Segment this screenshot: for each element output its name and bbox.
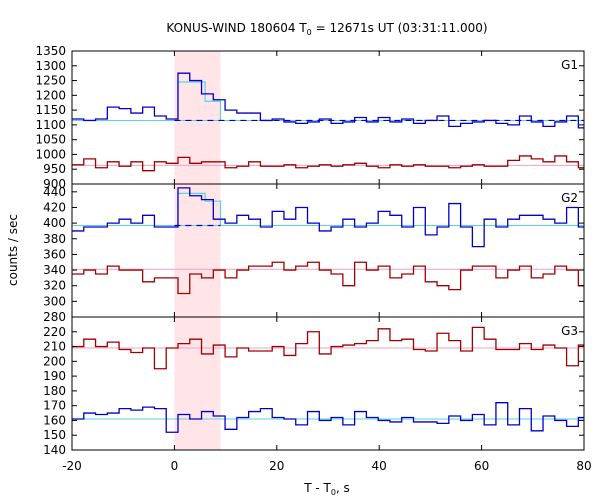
y-tick-label: 1350 [35, 44, 66, 58]
y-tick-label: 950 [43, 162, 66, 176]
y-tick-label: 210 [43, 340, 66, 354]
y-tick-label: 420 [43, 200, 66, 214]
y-tick-label: 220 [43, 325, 66, 339]
series-lower [72, 402, 584, 433]
x-tick-label: 80 [576, 459, 591, 473]
plot-area [72, 72, 584, 172]
y-tick-label: 1150 [35, 103, 66, 117]
y-tick-label: 190 [43, 369, 66, 383]
y-tick-label: 1200 [35, 88, 66, 102]
y-tick-label: 150 [43, 428, 66, 442]
y-tick-label: 340 [43, 263, 66, 277]
panel-label: G3 [561, 324, 578, 338]
y-tick-label: 440 [43, 185, 66, 199]
y-tick-label: 160 [43, 413, 66, 427]
y-axis-label: counts / sec [6, 214, 20, 286]
x-tick-label: 0 [171, 459, 179, 473]
y-tick-label: 900 [43, 177, 66, 191]
series-upper [72, 72, 584, 129]
chart-title: KONUS-WIND 180604 T0 = 12671s UT (03:31:… [166, 21, 487, 37]
panel-frame [71, 183, 585, 318]
y-tick-label: 1100 [35, 118, 66, 132]
y-tick-label: 1250 [35, 74, 66, 88]
y-tick-label: 380 [43, 232, 66, 246]
series-lower [72, 155, 584, 172]
y-tick-label: 200 [43, 354, 66, 368]
panel-label: G1 [561, 58, 578, 72]
y-tick-label: 170 [43, 399, 66, 413]
y-tick-label: 360 [43, 247, 66, 261]
series-lower [72, 261, 584, 295]
panel-label: G2 [561, 191, 578, 205]
series-upper [72, 187, 584, 248]
x-axis-label: T - T0, s [303, 481, 350, 497]
highlight-interval [174, 51, 221, 450]
plot-area [72, 326, 584, 433]
y-tick-label: 1050 [35, 133, 66, 147]
panel-frame [71, 316, 585, 451]
y-tick-label: 280 [43, 310, 66, 324]
series-upper [72, 326, 584, 370]
y-tick-label: 320 [43, 279, 66, 293]
plot-area [72, 187, 584, 295]
y-tick-label: 1000 [35, 147, 66, 161]
x-tick-label: 20 [269, 459, 284, 473]
y-tick-label: 180 [43, 384, 66, 398]
x-tick-label: 40 [372, 459, 387, 473]
y-tick-label: 300 [43, 294, 66, 308]
y-tick-label: 1300 [35, 59, 66, 73]
y-tick-label: 140 [43, 443, 66, 457]
x-tick-label: -20 [62, 459, 82, 473]
y-tick-label: 400 [43, 216, 66, 230]
x-tick-label: 60 [474, 459, 489, 473]
